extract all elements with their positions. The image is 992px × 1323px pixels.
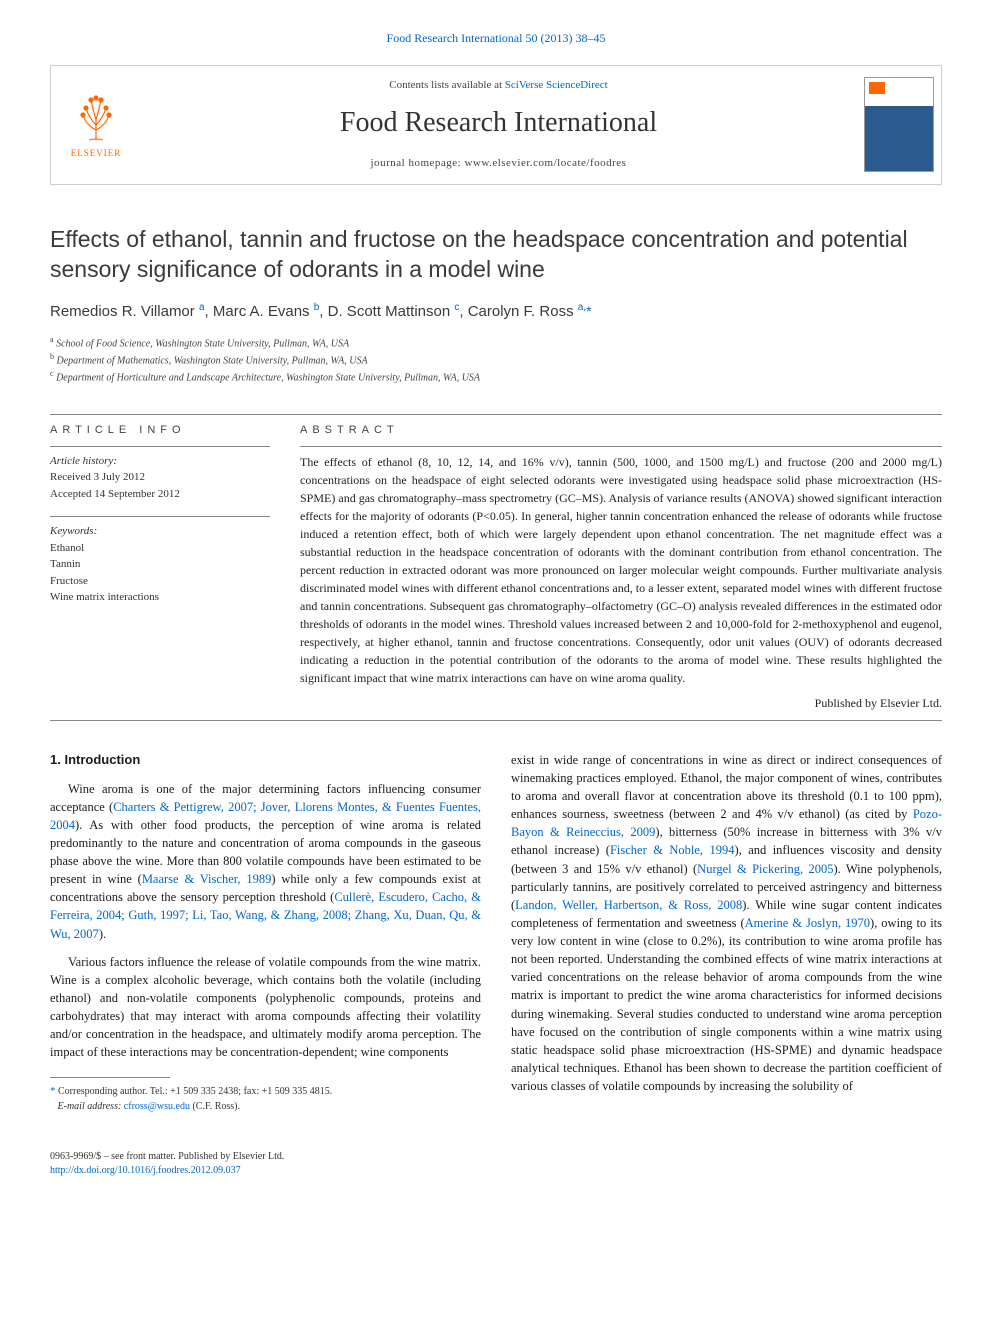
journal-header-box: ELSEVIER Contents lists available at Sci… — [50, 65, 942, 185]
intro-heading: 1. Introduction — [50, 751, 481, 770]
journal-citation-top[interactable]: Food Research International 50 (2013) 38… — [50, 30, 942, 47]
abstract-text: The effects of ethanol (8, 10, 12, 14, a… — [300, 453, 942, 687]
email-link[interactable]: cfross@wsu.edu — [124, 1101, 190, 1112]
corresponding-author-footnote: * Corresponding author. Tel.: +1 509 335… — [50, 1084, 481, 1113]
email-label: E-mail address: — [58, 1101, 124, 1112]
elsevier-wordmark: ELSEVIER — [71, 147, 122, 160]
sciencedirect-link[interactable]: SciVerse ScienceDirect — [505, 79, 608, 91]
abstract-heading: ABSTRACT — [300, 423, 942, 438]
issn-line: 0963-9969/$ – see front matter. Publishe… — [50, 1150, 942, 1164]
ref-link[interactable]: Maarse & Vischer, 1989 — [142, 872, 272, 886]
abstract-column: ABSTRACT The effects of ethanol (8, 10, … — [300, 423, 942, 712]
section-divider-2 — [50, 720, 942, 721]
author-3: D. Scott Mattinson — [328, 303, 455, 320]
author-1: Remedios R. Villamor — [50, 303, 199, 320]
affiliation-a: a School of Food Science, Washington Sta… — [50, 334, 942, 351]
intro-para-1: Wine aroma is one of the major determini… — [50, 780, 481, 943]
affiliations-block: a School of Food Science, Washington Sta… — [50, 334, 942, 386]
body-columns: 1. Introduction Wine aroma is one of the… — [50, 751, 942, 1124]
article-history-block: Article history: Received 3 July 2012 Ac… — [50, 453, 270, 503]
intro-para-3: exist in wide range of concentrations in… — [511, 751, 942, 1095]
cover-image — [864, 77, 934, 172]
accepted-date: Accepted 14 September 2012 — [50, 486, 270, 503]
ref-link[interactable]: Fischer & Noble, 1994 — [610, 843, 735, 857]
elsevier-tree-icon — [71, 90, 121, 145]
affiliation-b: b Department of Mathematics, Washington … — [50, 351, 942, 368]
keyword-3: Fructose — [50, 573, 270, 590]
contents-prefix: Contents lists available at — [389, 79, 504, 91]
author-2: Marc A. Evans — [213, 303, 314, 320]
ref-link[interactable]: Nurgel & Pickering, 2005 — [697, 862, 833, 876]
article-info-heading: ARTICLE INFO — [50, 423, 270, 438]
published-by: Published by Elsevier Ltd. — [300, 695, 942, 712]
info-subdivider-2 — [50, 516, 270, 517]
elsevier-logo: ELSEVIER — [51, 66, 141, 184]
section-divider — [50, 414, 942, 415]
homepage-url[interactable]: www.elsevier.com/locate/foodres — [464, 157, 626, 169]
ref-link[interactable]: Landon, Weller, Harbertson, & Ross, 2008 — [515, 898, 742, 912]
homepage-label: journal homepage: — [371, 157, 465, 169]
keywords-label: Keywords: — [50, 523, 270, 540]
article-info-column: ARTICLE INFO Article history: Received 3… — [50, 423, 270, 712]
journal-name: Food Research International — [340, 103, 657, 142]
author-4: Carolyn F. Ross — [468, 303, 578, 320]
journal-cover-thumbnail — [856, 66, 941, 184]
keyword-2: Tannin — [50, 556, 270, 573]
keywords-block: Keywords: Ethanol Tannin Fructose Wine m… — [50, 523, 270, 606]
corresponding-author-star-icon[interactable]: * — [586, 303, 591, 319]
header-center: Contents lists available at SciVerse Sci… — [141, 66, 856, 184]
affiliation-c: c Department of Horticulture and Landsca… — [50, 368, 942, 385]
keyword-4: Wine matrix interactions — [50, 589, 270, 606]
left-column: 1. Introduction Wine aroma is one of the… — [50, 751, 481, 1124]
history-label: Article history: — [50, 453, 270, 470]
author-list: Remedios R. Villamor a, Marc A. Evans b,… — [50, 301, 942, 322]
contents-lists-line: Contents lists available at SciVerse Sci… — [389, 78, 607, 93]
affil-sup-a2[interactable]: a, — [578, 302, 586, 313]
keyword-1: Ethanol — [50, 540, 270, 557]
abstract-subdivider — [300, 446, 942, 447]
star-icon: * — [50, 1085, 56, 1097]
info-subdivider-1 — [50, 446, 270, 447]
intro-para-2: Various factors influence the release of… — [50, 953, 481, 1062]
info-abstract-row: ARTICLE INFO Article history: Received 3… — [50, 423, 942, 712]
journal-homepage-line: journal homepage: www.elsevier.com/locat… — [371, 156, 627, 171]
doi-link[interactable]: http://dx.doi.org/10.1016/j.foodres.2012… — [50, 1165, 241, 1176]
article-title: Effects of ethanol, tannin and fructose … — [50, 225, 942, 285]
right-column: exist in wide range of concentrations in… — [511, 751, 942, 1124]
ref-link[interactable]: Amerine & Joslyn, 1970 — [745, 916, 870, 930]
footer-block: 0963-9969/$ – see front matter. Publishe… — [50, 1150, 942, 1178]
received-date: Received 3 July 2012 — [50, 469, 270, 486]
footnote-divider — [50, 1077, 170, 1078]
